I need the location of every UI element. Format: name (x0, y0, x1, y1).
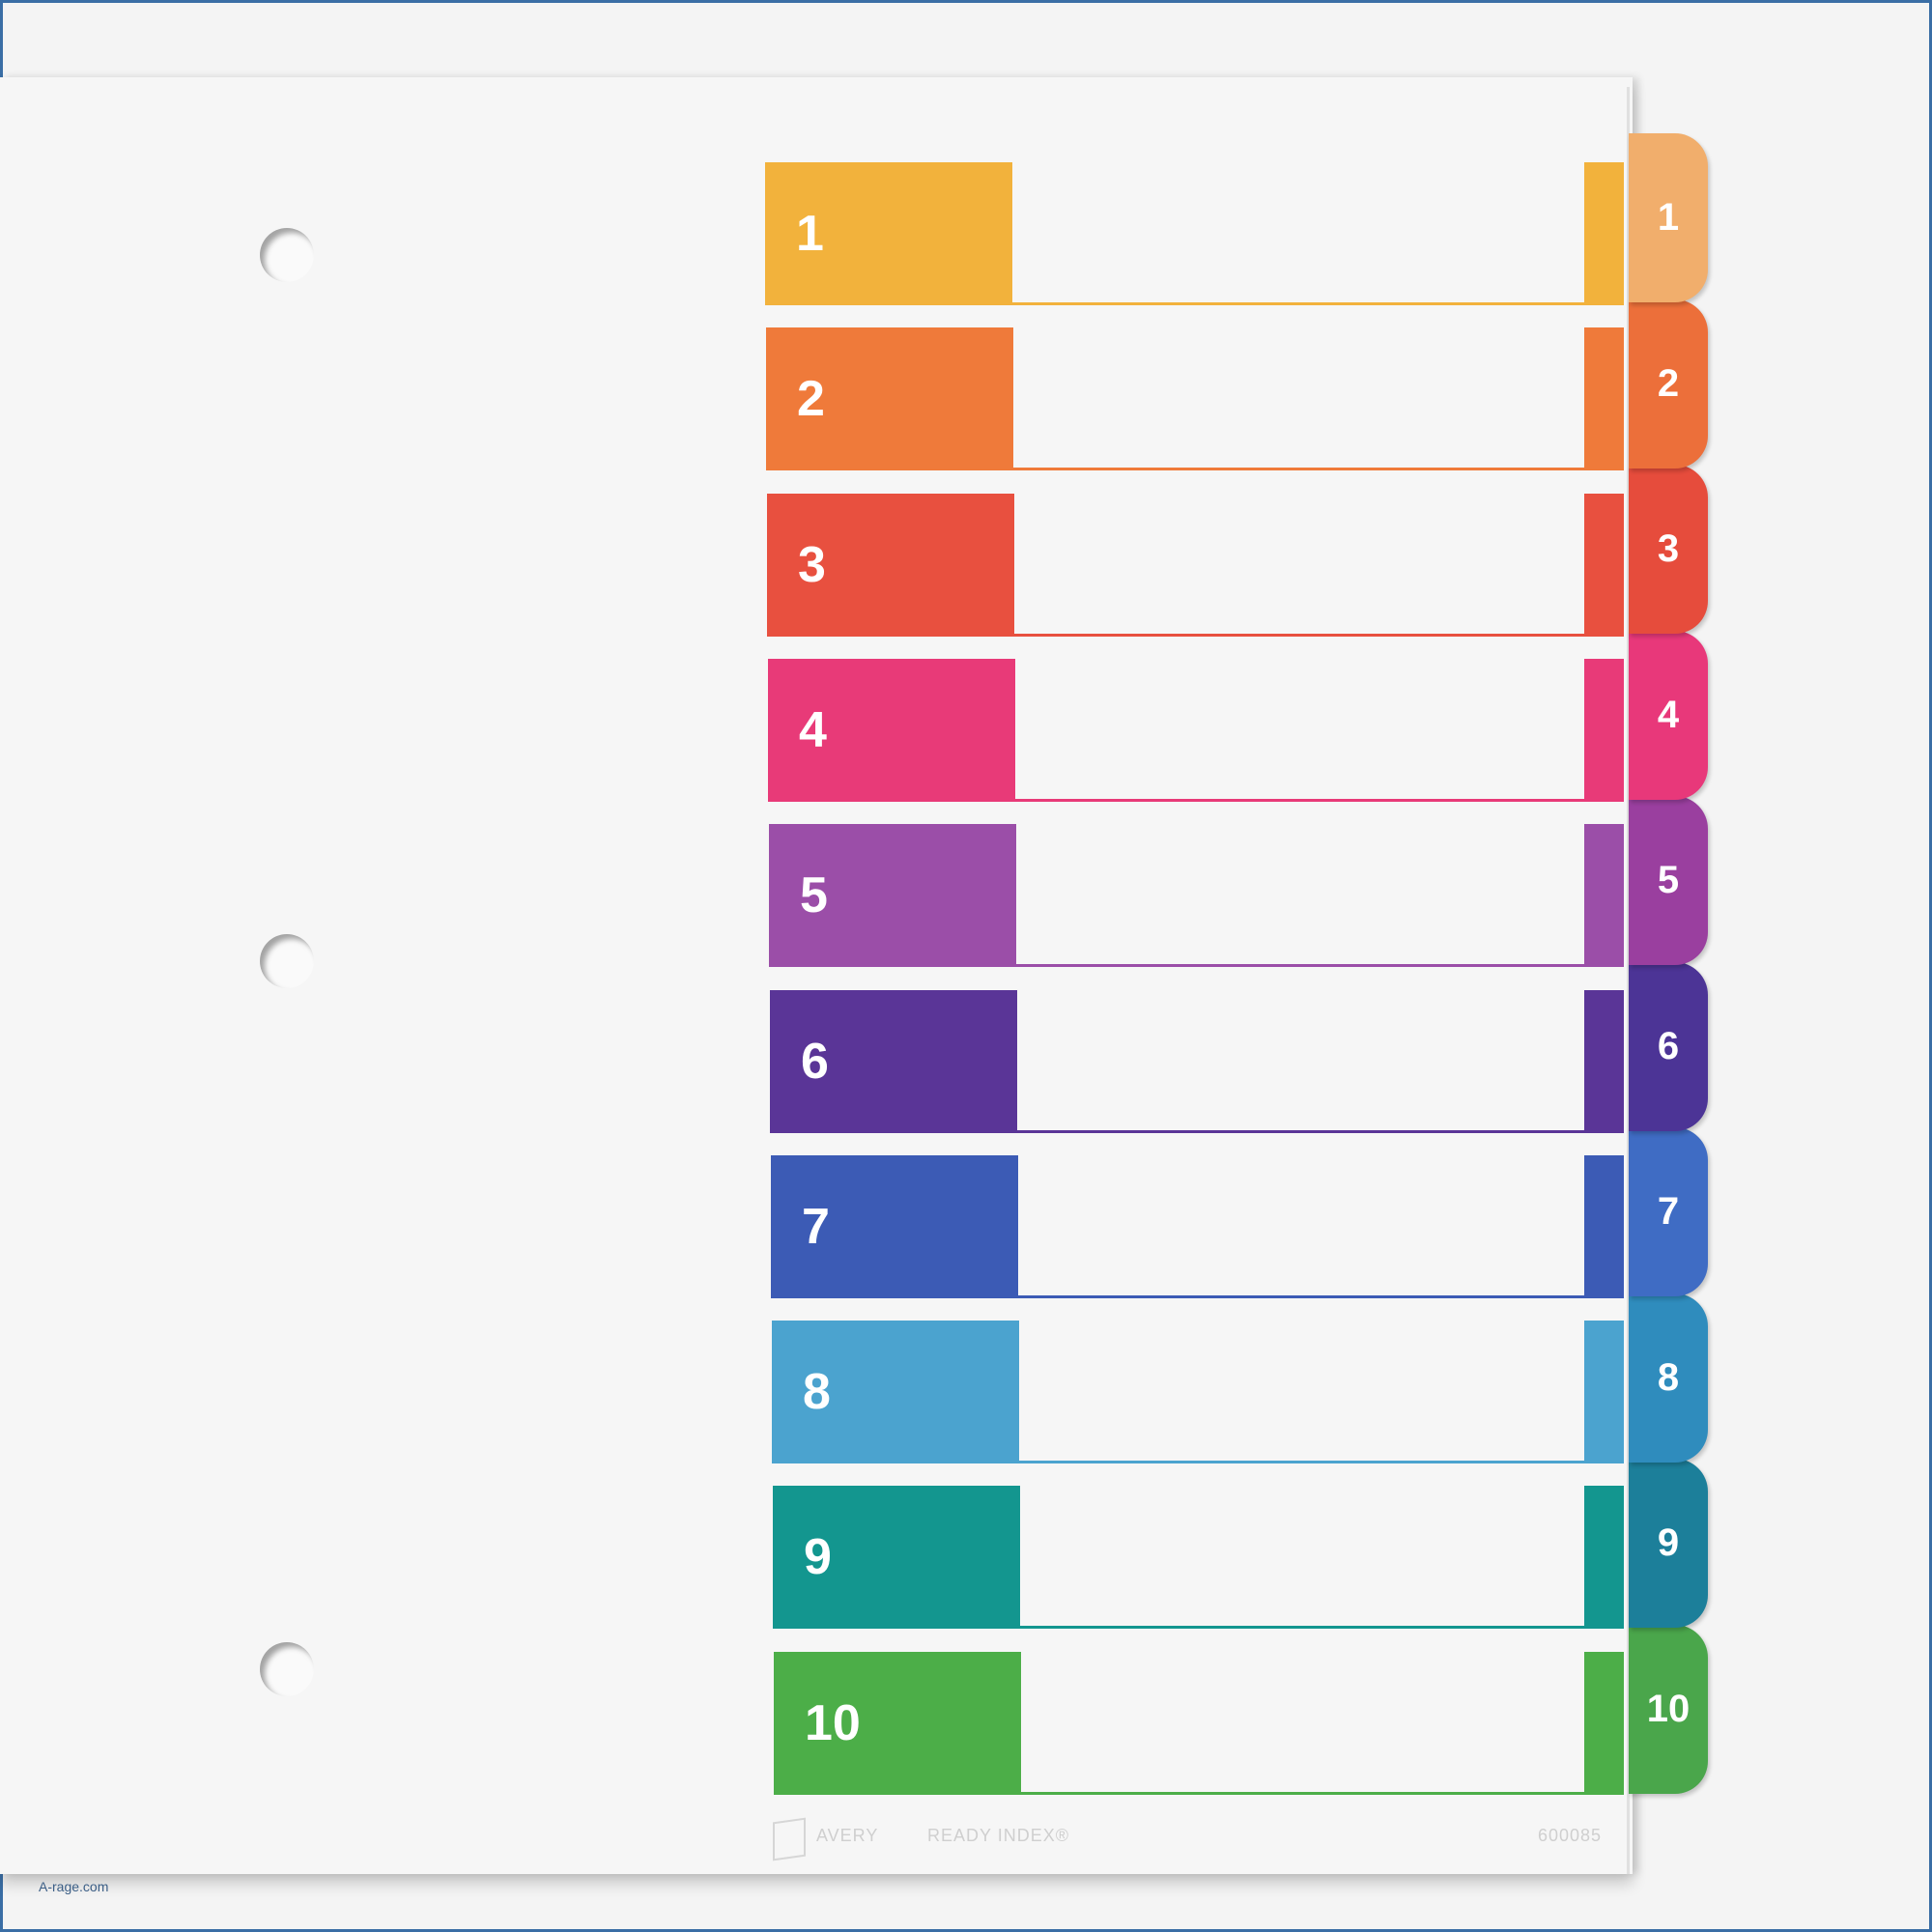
section-title-line (1012, 798, 1584, 802)
section-title-line (1012, 1294, 1584, 1298)
index-tab-6[interactable]: 6 (1629, 961, 1708, 1131)
footer-brand: AVERY (816, 1826, 879, 1845)
index-tab-10[interactable]: 10 (1629, 1624, 1708, 1794)
section-edge-strip (1584, 162, 1624, 305)
section-edge-strip (1584, 1321, 1624, 1464)
section-number-block: 6 (770, 989, 1017, 1133)
section-edge-strip (1584, 989, 1624, 1133)
watermark: A-rage.com (39, 1879, 109, 1894)
section-number-block: 3 (767, 493, 1014, 637)
section-edge-strip (1584, 658, 1624, 802)
index-tab-7[interactable]: 7 (1629, 1127, 1708, 1296)
footer-code: 600085 (1538, 1826, 1603, 1845)
sheet-edge (1627, 87, 1630, 1874)
section-edge-strip (1584, 1154, 1624, 1298)
section-title-line (1012, 468, 1584, 471)
section-title-line (1012, 1461, 1584, 1464)
section-number-block: 10 (774, 1651, 1021, 1795)
avery-logo-icon (773, 1817, 806, 1861)
index-tab-8[interactable]: 8 (1629, 1293, 1708, 1463)
section-number-block: 4 (768, 658, 1015, 802)
section-title-line (1012, 1129, 1584, 1133)
index-tab-5[interactable]: 5 (1629, 796, 1708, 965)
section-number-block: 8 (772, 1321, 1019, 1464)
section-edge-strip (1584, 1651, 1624, 1795)
section-number-block: 5 (769, 824, 1016, 968)
punch-hole (260, 1642, 314, 1696)
section-edge-strip (1584, 1486, 1624, 1630)
footer-product: READY INDEX® (927, 1826, 1069, 1845)
section-number-block: 1 (765, 162, 1012, 305)
punch-hole (260, 934, 314, 988)
section-number-block: 2 (766, 327, 1013, 471)
section-number-block: 7 (771, 1154, 1018, 1298)
index-tab-9[interactable]: 9 (1629, 1459, 1708, 1628)
index-tab-3[interactable]: 3 (1629, 465, 1708, 634)
section-title-line (1012, 964, 1584, 968)
section-number-block: 9 (773, 1486, 1020, 1630)
section-title-line (1012, 1626, 1584, 1630)
index-tab-2[interactable]: 2 (1629, 298, 1708, 469)
section-edge-strip (1584, 824, 1624, 968)
section-edge-strip (1584, 493, 1624, 637)
section-title-line (1012, 302, 1584, 305)
index-tab-4[interactable]: 4 (1629, 630, 1708, 800)
section-title-line (1012, 633, 1584, 637)
section-edge-strip (1584, 327, 1624, 471)
punch-hole (260, 228, 314, 282)
index-tab-1[interactable]: 1 (1629, 133, 1708, 302)
section-title-line (1012, 1791, 1584, 1795)
